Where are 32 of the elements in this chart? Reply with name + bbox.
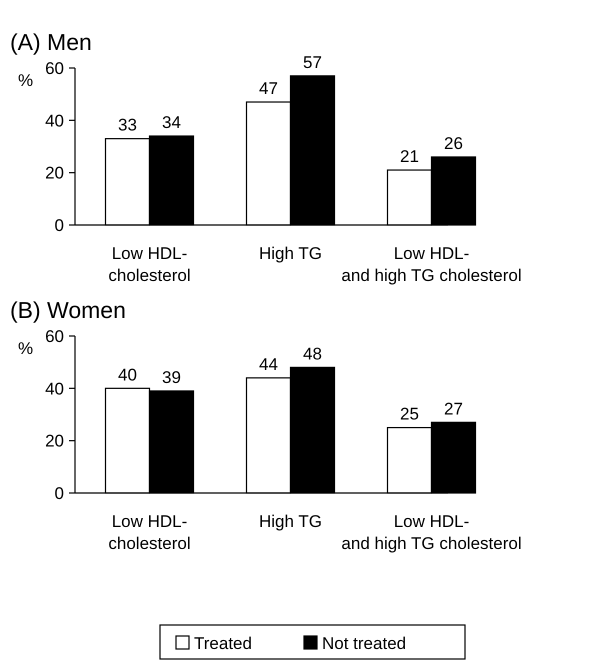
- data-label: 26: [444, 134, 463, 153]
- x-tick-label: High TG: [259, 512, 322, 531]
- y-tick-label: 40: [45, 379, 64, 398]
- data-label: 33: [118, 116, 137, 135]
- legend-label: Treated: [194, 634, 252, 653]
- y-tick-label: 0: [54, 484, 64, 503]
- data-label: 48: [303, 344, 322, 364]
- chart-title: (B) Women: [10, 297, 126, 323]
- data-label: 25: [400, 404, 419, 424]
- y-tick-label: 60: [45, 59, 64, 78]
- y-tick-label: 40: [45, 111, 64, 130]
- data-label: 27: [444, 399, 463, 418]
- y-tick-label: 60: [45, 327, 64, 346]
- x-tick-label: Low HDL- and high TG cholesterol: [341, 512, 522, 553]
- x-tick-label: High TG: [259, 244, 322, 263]
- x-tick-label: Low HDL- cholesterol: [108, 512, 191, 553]
- data-label: 57: [303, 52, 322, 72]
- data-label: 44: [259, 354, 278, 374]
- x-tick-label: Low HDL- and high TG cholesterol: [341, 244, 522, 285]
- y-tick-label: 0: [54, 216, 64, 235]
- y-axis-title: %: [18, 71, 34, 90]
- chart-title: (A) Men: [10, 29, 92, 55]
- y-tick-label: 20: [45, 432, 64, 451]
- y-tick-label: 20: [45, 164, 64, 183]
- data-label: 39: [162, 368, 181, 387]
- x-tick-label: Low HDL- cholesterol: [108, 244, 191, 285]
- data-label: 47: [259, 79, 278, 98]
- data-label: 34: [162, 113, 181, 132]
- legend-label: Not treated: [322, 634, 406, 653]
- y-axis-title: %: [18, 339, 34, 358]
- data-label: 40: [118, 365, 137, 384]
- data-label: 21: [400, 147, 419, 166]
